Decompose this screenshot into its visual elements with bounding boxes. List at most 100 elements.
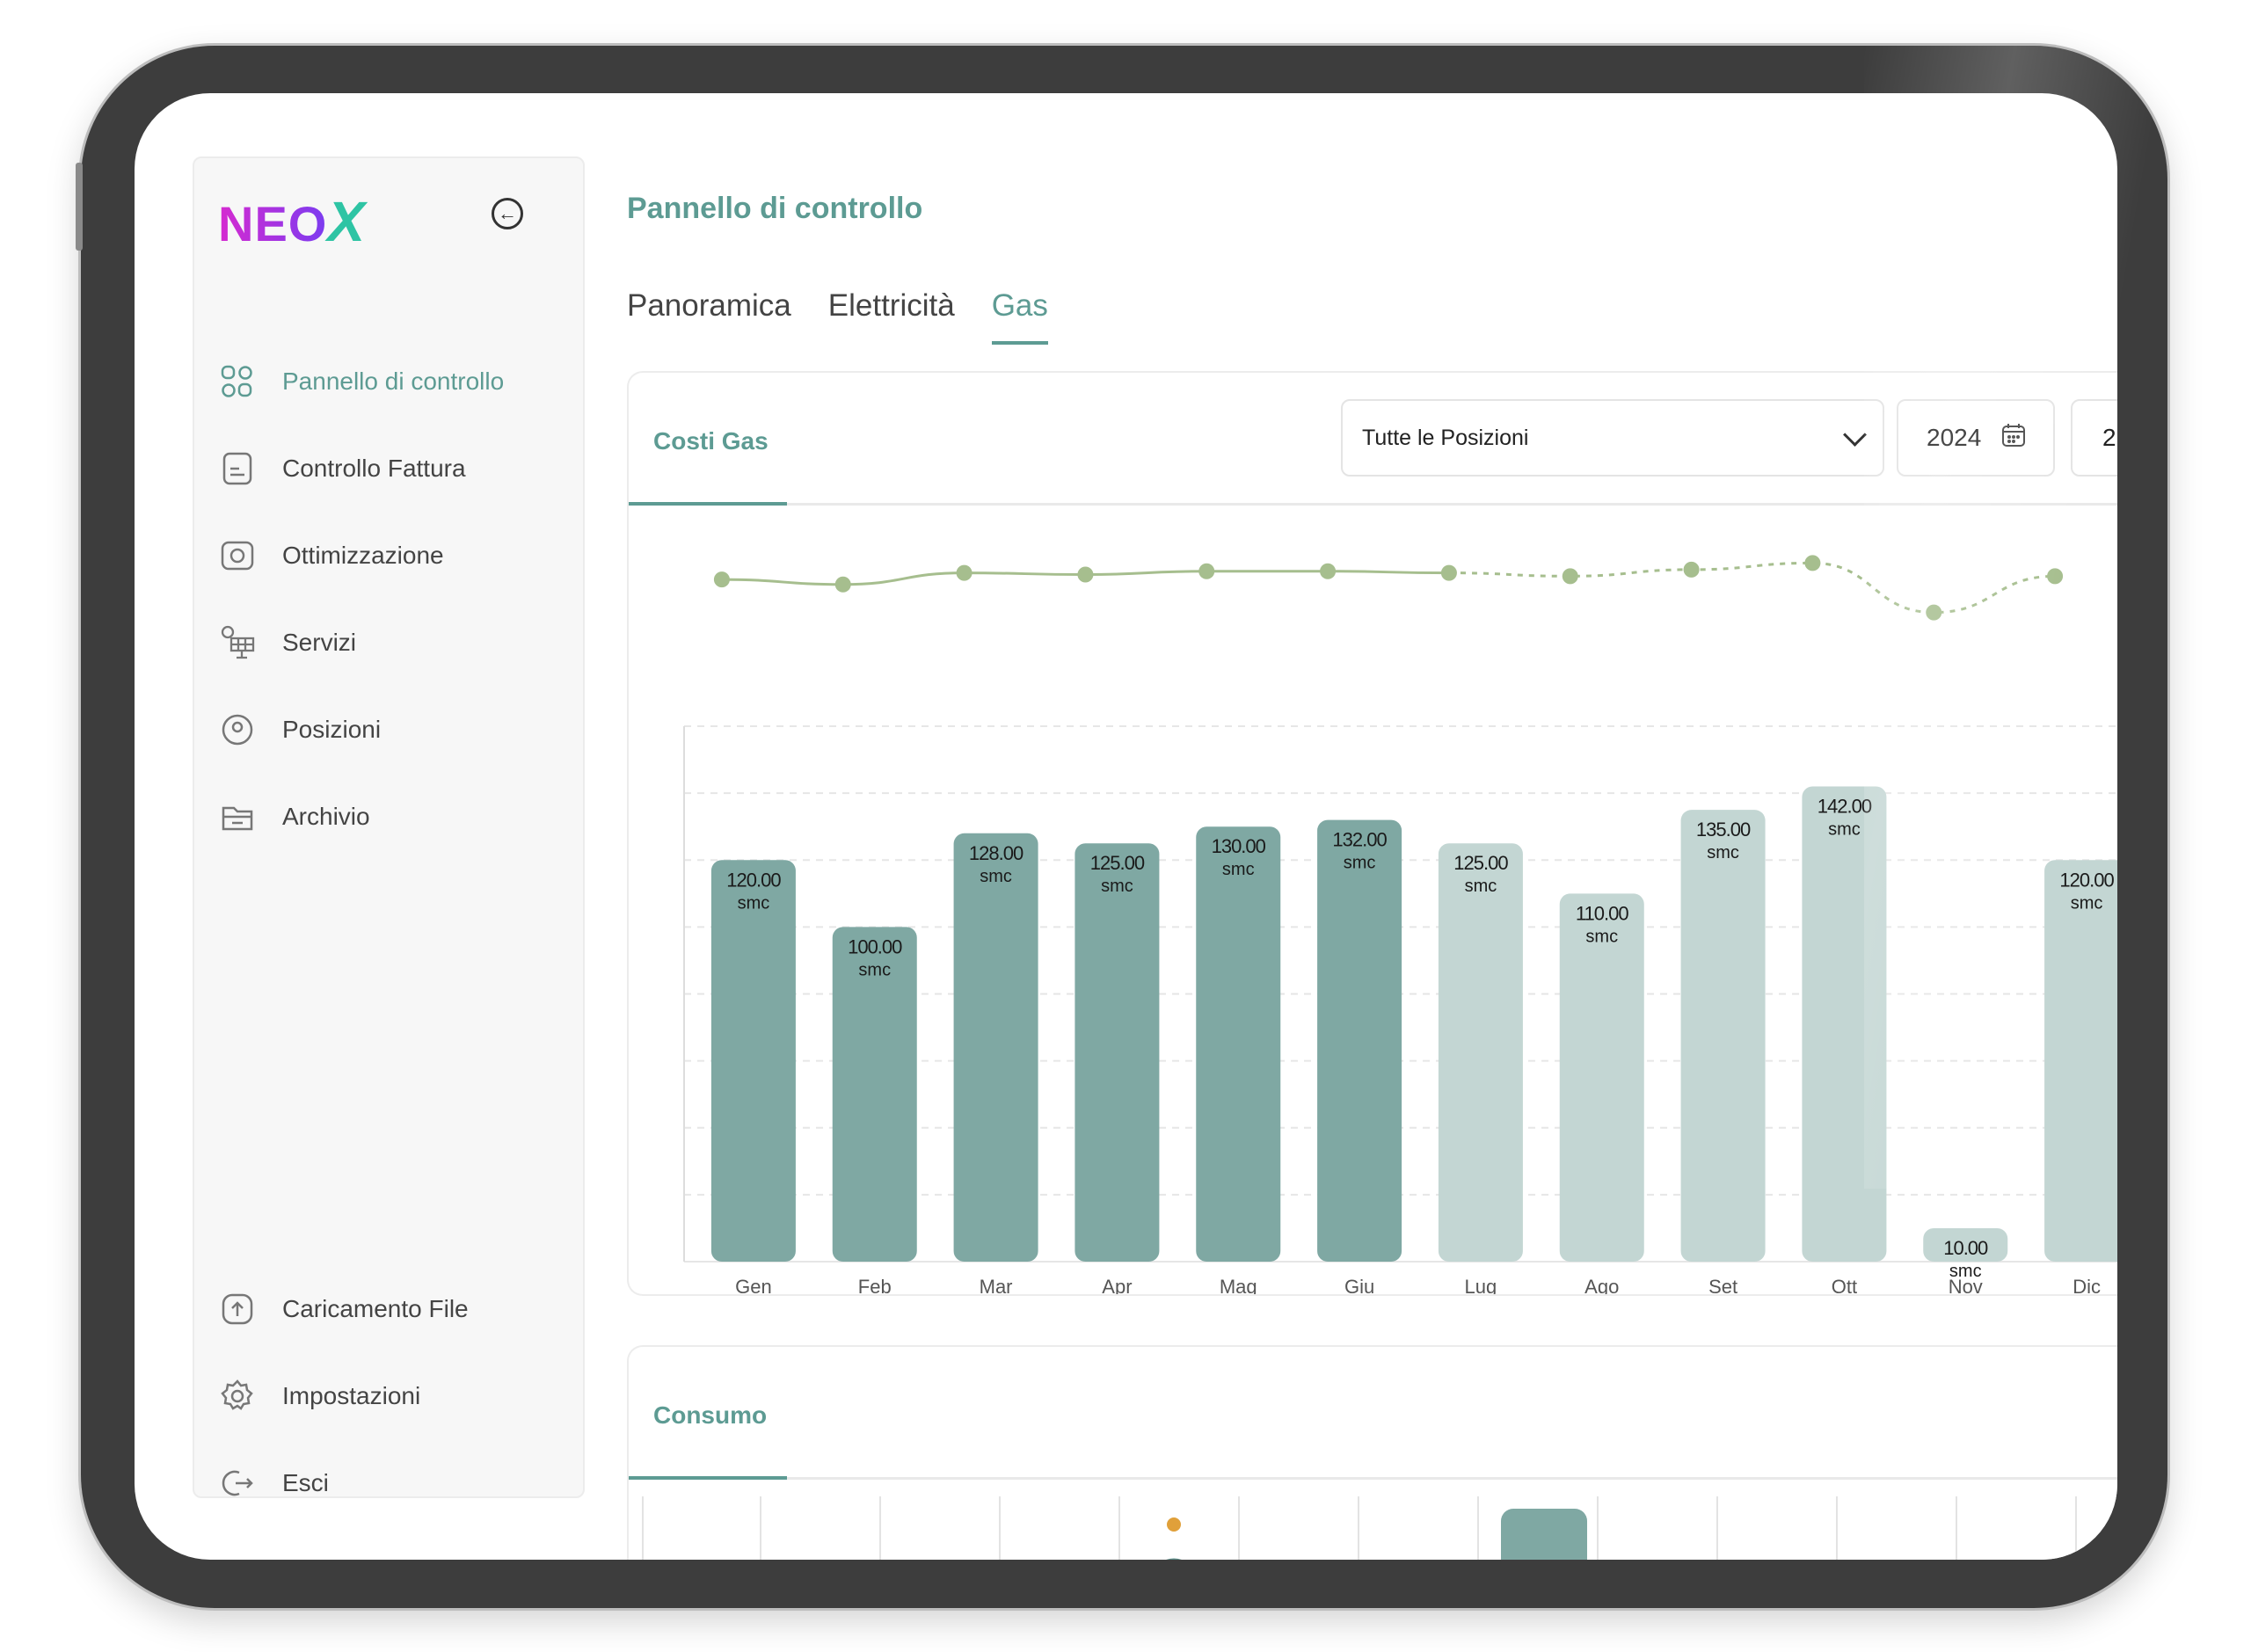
- sidebar-item-label: Servizi: [282, 629, 357, 656]
- bar-set: [1680, 810, 1766, 1262]
- sidebar-item-label: Posizioni: [282, 716, 382, 743]
- services-icon: [219, 624, 256, 661]
- gas-costs-chart: 120.00smcGen100.00smcFeb128.00smcMar125.…: [683, 555, 2117, 1296]
- sidebar-item-label: Controllo Fattura: [282, 455, 466, 482]
- tab-gas[interactable]: Gas: [991, 288, 1048, 345]
- invoice-icon: [219, 450, 256, 487]
- trend-point: [1198, 563, 1215, 579]
- x-tick-label: Dic: [2073, 1276, 2101, 1296]
- device-side-button: [76, 163, 83, 251]
- bar-ago: [1559, 893, 1644, 1262]
- tab-elettricita[interactable]: Elettricità: [827, 288, 955, 323]
- bar-unit-label: smc: [1707, 843, 1739, 862]
- settings-gear-icon: [219, 1378, 256, 1415]
- bar-unit-label: smc: [1344, 854, 1376, 873]
- trend-point: [956, 564, 973, 581]
- x-tick-label: Ott: [1832, 1276, 1857, 1296]
- trend-point: [2047, 568, 2064, 585]
- consumption-chart-preview: [642, 1496, 2077, 1560]
- trend-point: [1562, 568, 1578, 585]
- position-select-value: Tutte le Posizioni: [1362, 425, 1529, 450]
- sidebar-item-esci[interactable]: Esci: [219, 1457, 329, 1510]
- sidebar-item-label: Pannello di controllo: [282, 368, 505, 395]
- tab-bar: Panoramica Elettricità Gas: [627, 288, 1048, 345]
- sidebar-item-label: Esci: [282, 1469, 329, 1496]
- sidebar-item-label: Caricamento File: [282, 1295, 469, 1322]
- card-tab-indicator: [629, 1476, 787, 1480]
- compare-year-value: 2: [2102, 424, 2116, 451]
- bar-unit-label: smc: [1585, 927, 1618, 946]
- sidebar-item-label: Archivio: [282, 803, 370, 830]
- sidebar-item-label: Impostazioni: [282, 1382, 421, 1409]
- bar-value-label: 120.00: [2059, 869, 2114, 891]
- sidebar-item-caricamento-file[interactable]: Caricamento File: [219, 1283, 469, 1335]
- arrow-left-icon: ←: [498, 202, 517, 224]
- bar-value-label: 120.00: [726, 869, 781, 891]
- bar-value-label: 130.00: [1212, 835, 1266, 857]
- bar-giu: [1317, 819, 1402, 1262]
- tablet-screen: NEOX ← Pannello di controllo Controllo F…: [135, 93, 2117, 1560]
- compare-year-picker[interactable]: 2: [2071, 399, 2117, 477]
- card-tab-consumo[interactable]: Consumo: [653, 1401, 768, 1429]
- trend-point: [1926, 604, 1942, 621]
- neox-logo[interactable]: NEOX: [218, 189, 366, 254]
- card-tab-indicator: [629, 502, 787, 506]
- bar-unit-label: smc: [2071, 893, 2103, 913]
- logo-text: NEO: [218, 196, 328, 251]
- card-divider: [629, 503, 2117, 506]
- x-tick-label: Set: [1708, 1276, 1737, 1296]
- bar-unit-label: smc: [1828, 820, 1861, 840]
- card-tab-costi-gas[interactable]: Costi Gas: [653, 427, 769, 455]
- location-pin-icon: [219, 711, 256, 748]
- bar-nov: [1923, 1227, 2008, 1262]
- bar-ott: [1802, 786, 1887, 1262]
- sidebar-item-archivio[interactable]: Archivio: [219, 790, 370, 843]
- bar-value-label: 142.00: [1818, 796, 1872, 818]
- sidebar-item-ottimizzazione[interactable]: Ottimizzazione: [219, 529, 444, 582]
- position-select[interactable]: Tutte le Posizioni: [1341, 399, 1884, 477]
- trend-line-dashed: [1448, 561, 2056, 615]
- bar-unit-label: smc: [980, 867, 1012, 886]
- sidebar-item-impostazioni[interactable]: Impostazioni: [219, 1370, 420, 1423]
- bar-value-label: 132.00: [1332, 829, 1387, 851]
- chevron-down-icon: [1843, 422, 1867, 447]
- bar-unit-label: smc: [738, 893, 770, 913]
- calendar-icon: [2000, 422, 2027, 455]
- collapse-sidebar-button[interactable]: ←: [492, 198, 523, 229]
- bar-gen: [710, 860, 796, 1262]
- trend-point: [1683, 561, 1700, 578]
- archive-folder-icon: [219, 798, 256, 835]
- bar-value-label: 125.00: [1090, 852, 1145, 874]
- x-tick-label: Feb: [858, 1276, 892, 1296]
- sidebar-item-controllo-fattura[interactable]: Controllo Fattura: [219, 442, 466, 495]
- consumption-point[interactable]: [1165, 1516, 1183, 1533]
- sidebar: NEOX ← Pannello di controllo Controllo F…: [193, 156, 585, 1498]
- bar-value-label: 125.00: [1453, 852, 1508, 874]
- trend-point: [1320, 563, 1337, 579]
- x-tick-label: Ago: [1584, 1276, 1619, 1296]
- consumption-card: Consumo: [627, 1345, 2117, 1560]
- bar-unit-label: smc: [858, 960, 891, 979]
- sidebar-item-posizioni[interactable]: Posizioni: [219, 703, 381, 756]
- tab-panoramica[interactable]: Panoramica: [627, 288, 791, 323]
- bar-value-label: 100.00: [848, 935, 902, 957]
- bar-unit-label: smc: [1222, 860, 1255, 879]
- bar-value-label: 128.00: [969, 842, 1024, 864]
- bar-apr: [1075, 843, 1160, 1262]
- page-title: Pannello di controllo: [627, 192, 923, 225]
- x-tick-label: Giu: [1344, 1276, 1374, 1296]
- trend-point: [1440, 564, 1457, 581]
- trend-point: [1077, 566, 1094, 583]
- x-tick-label: Apr: [1102, 1276, 1132, 1296]
- sidebar-item-servizi[interactable]: Servizi: [219, 616, 356, 669]
- year-picker[interactable]: 2024: [1897, 399, 2055, 477]
- bar-mar: [953, 833, 1038, 1262]
- sidebar-item-pannello[interactable]: Pannello di controllo: [219, 355, 504, 408]
- bar-unit-label: smc: [1465, 877, 1497, 896]
- bar-lug: [1438, 843, 1523, 1262]
- x-tick-label: Nov: [1949, 1276, 1983, 1296]
- trend-point: [1804, 555, 1821, 571]
- bar-mag: [1196, 826, 1281, 1262]
- logout-icon: [219, 1465, 256, 1502]
- x-tick-label: Mag: [1220, 1276, 1257, 1296]
